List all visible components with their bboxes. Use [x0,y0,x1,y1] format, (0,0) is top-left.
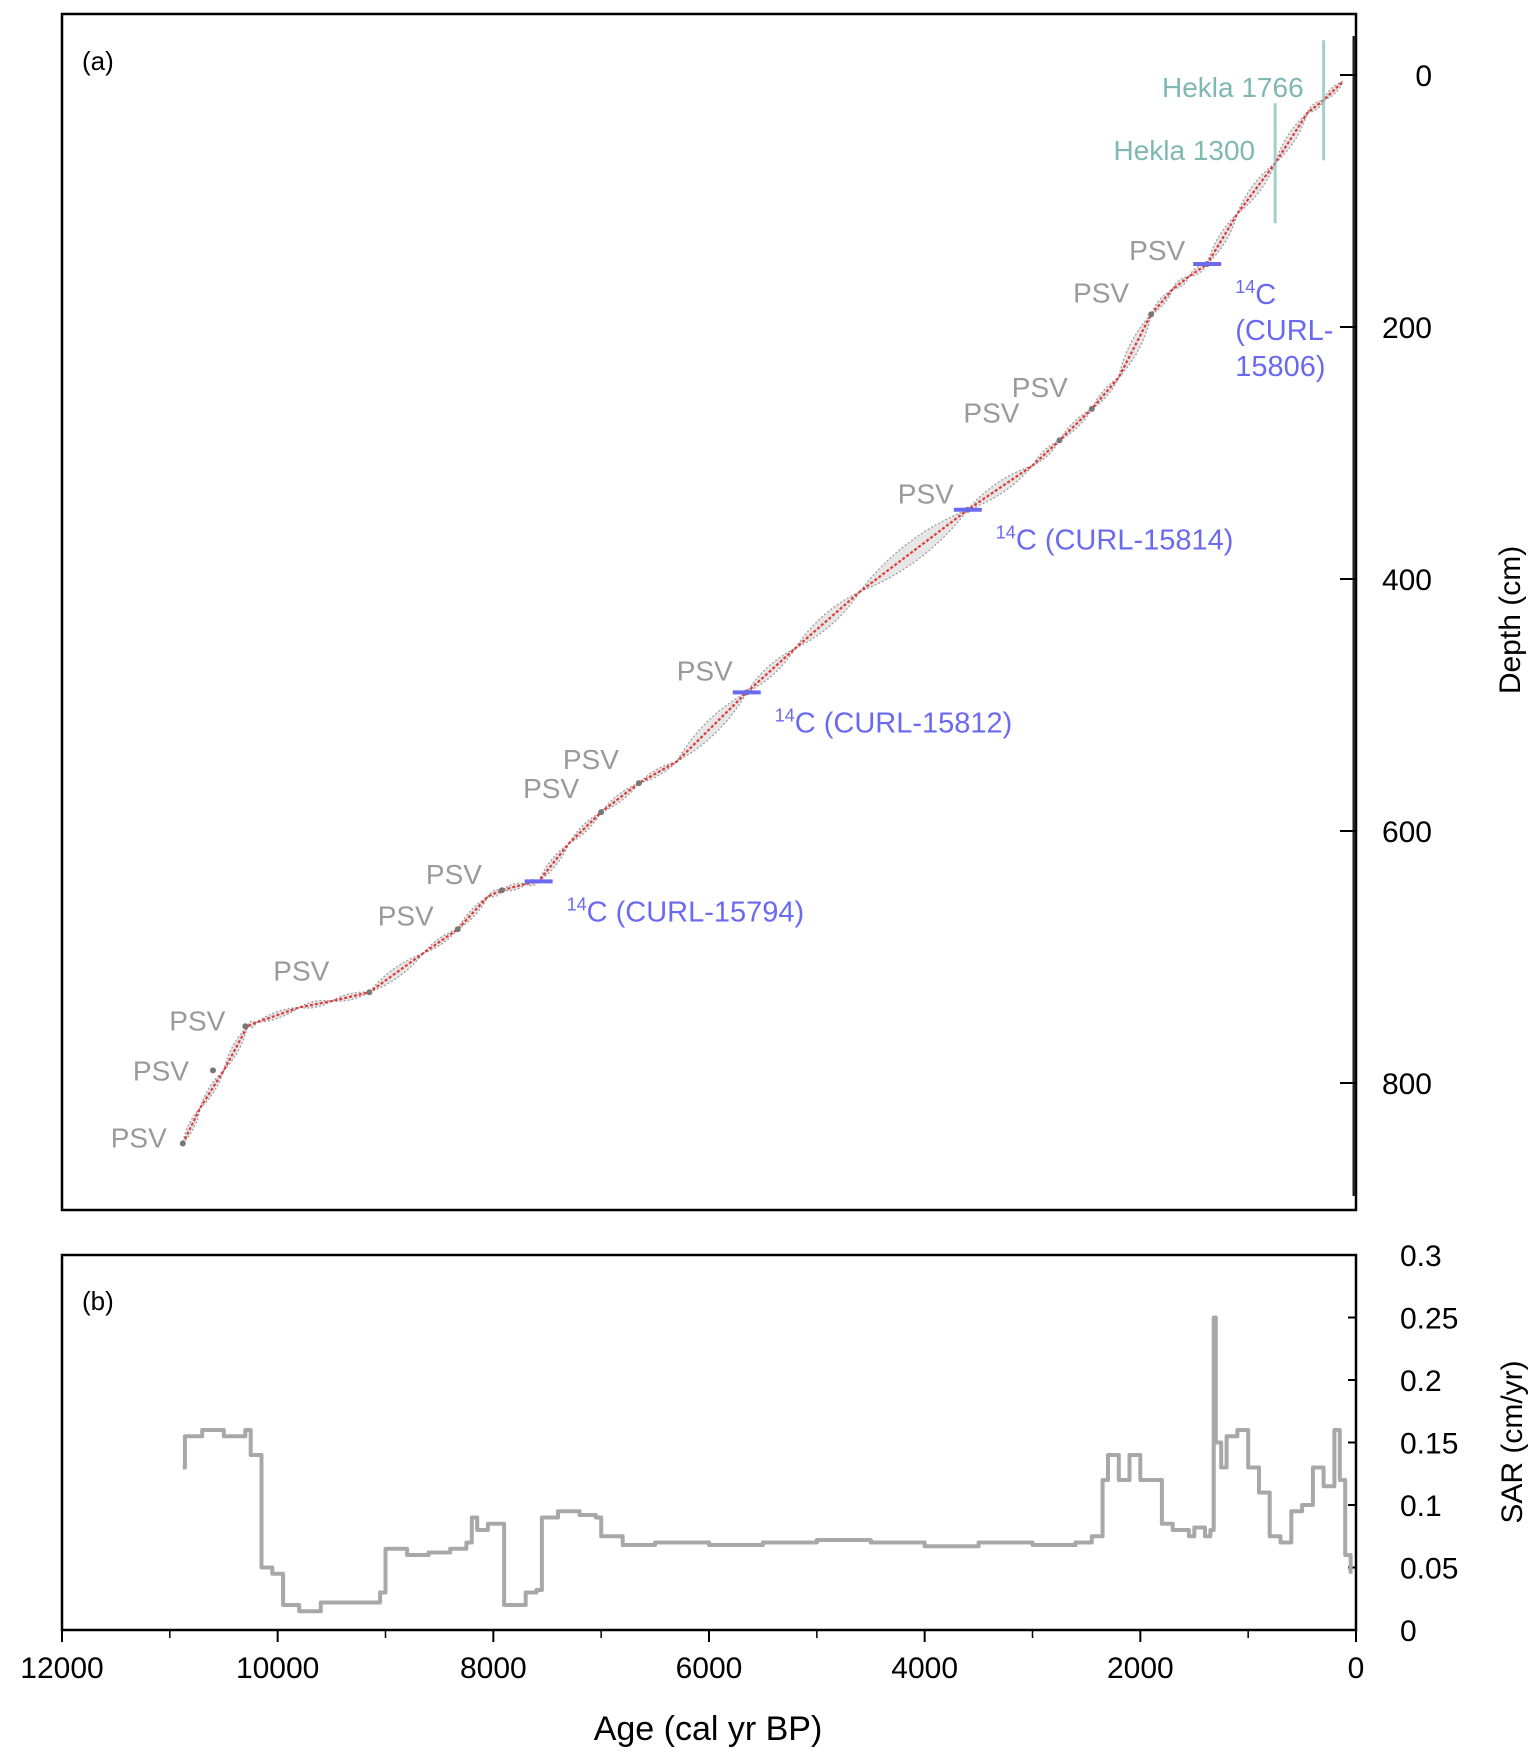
envelope-segment [1117,312,1153,380]
panel-b-label: (b) [82,1286,114,1316]
psv-label: PSV [523,773,579,804]
psv-label: PSV [111,1122,167,1153]
psv-label: PSV [273,955,329,986]
panel-b-ylabel: SAR (cm/yr) [1496,1360,1529,1523]
tephra-label: Hekla 1300 [1113,135,1255,166]
c14-label: 15806) [1235,351,1325,383]
psv-tie-point [1056,437,1063,444]
psv-label: PSV [677,655,733,686]
age-tick-label: 0 [1348,1652,1365,1685]
sar-tick-label: 0.3 [1400,1240,1442,1273]
psv-tie-point [1088,405,1095,412]
psv-label: PSV [378,900,434,931]
psv-tie-point [1148,311,1155,318]
psv-label: PSV [1012,372,1068,403]
age-axis-ticks: 12000 10000 8000 6000 4000 2000 0 [20,1630,1364,1685]
c14-label-text: C (CURL-15814) [1016,525,1234,557]
c14-label-text: C (CURL-15812) [795,707,1013,739]
c14-superscript: 14 [775,705,795,725]
panel-a-label: (a) [82,46,114,76]
age-tick-label: 8000 [460,1652,527,1685]
psv-label: PSV [133,1055,189,1086]
panel-a-depth-ticks: 0 200 400 600 800 [1340,60,1432,1101]
tephra-label: Hekla 1766 [1162,72,1304,103]
age-depth-model [181,80,1344,1144]
sar-tick-label: 0.1 [1400,1490,1442,1523]
psv-tie-point [454,926,461,933]
depth-tick-label: 800 [1382,1068,1432,1101]
psv-tie-point [179,1140,186,1147]
panel-a-frame [60,12,1358,1212]
age-tick-label: 10000 [236,1652,319,1685]
psv-label: PSV [1129,235,1185,266]
psv-label: PSV [963,397,1019,428]
panel-a-ylabel: Depth (cm) [1494,546,1527,694]
age-tick-label: 12000 [20,1652,103,1685]
psv-tie-point [242,1023,249,1030]
c14-label: 14C (CURL-15814) [996,523,1234,557]
depth-tick-label: 400 [1382,564,1432,597]
sar-line [182,1315,1353,1614]
psv-label: PSV [898,479,954,510]
sar-series [182,1315,1353,1614]
psv-tie-points: PSVPSVPSVPSVPSVPSVPSVPSVPSVPSVPSVPSVPSVP… [111,235,1211,1153]
psv-tie-point [366,989,373,996]
age-tick-label: 6000 [676,1652,743,1685]
sar-tick-label: 0.05 [1400,1553,1458,1586]
envelope-segment [793,590,862,650]
c14-label: 14C (CURL-15812) [775,705,1013,739]
c14-label-text: C [1255,279,1276,311]
psv-tie-point [635,780,642,787]
psv-tie-point [209,1067,216,1074]
age-tick-label: 2000 [1107,1652,1174,1685]
psv-label: PSV [563,744,619,775]
envelope-segment [181,1106,201,1146]
c14-superscript: 14 [996,523,1016,543]
sar-tick-label: 0.15 [1400,1428,1458,1461]
age-axis-label: Age (cal yr BP) [594,1710,823,1748]
c14-label: 14C [1235,277,1276,311]
sar-tick-label: 0.25 [1400,1303,1458,1336]
panel-b-frame [60,1253,1358,1632]
psv-tie-point [598,809,605,816]
panel-b: (b) 0 0.05 0.1 0.15 0.2 0.25 0.3 12000 10000 800… [20,1240,1529,1748]
age-tick-label: 4000 [891,1652,958,1685]
c14-label-text: C (CURL-15794) [587,896,805,928]
c14-label: (CURL- [1235,315,1333,347]
sar-tick-label: 0.2 [1400,1365,1442,1398]
panel-b-sar-ticks: 0 0.05 0.1 0.15 0.2 0.25 0.3 [1348,1240,1458,1648]
c14-label: 14C (CURL-15794) [567,894,805,928]
psv-tie-point [498,887,505,894]
tephra-markers: Hekla 1766 Hekla 1300 [1113,40,1326,224]
age-depth-line [181,80,1344,1144]
c14-superscript: 14 [1235,277,1255,297]
depth-tick-label: 200 [1382,312,1432,345]
depth-tick-label: 600 [1382,816,1432,849]
sar-tick-label: 0 [1400,1615,1417,1648]
depth-tick-label: 0 [1415,60,1432,93]
radiocarbon-dates: 14C (CURL-15794)14C (CURL-15812)14C (CUR… [524,262,1333,928]
psv-label: PSV [426,859,482,890]
envelope-segment [421,928,460,955]
psv-label: PSV [169,1005,225,1036]
c14-superscript: 14 [567,894,587,914]
psv-label: PSV [1073,277,1129,308]
